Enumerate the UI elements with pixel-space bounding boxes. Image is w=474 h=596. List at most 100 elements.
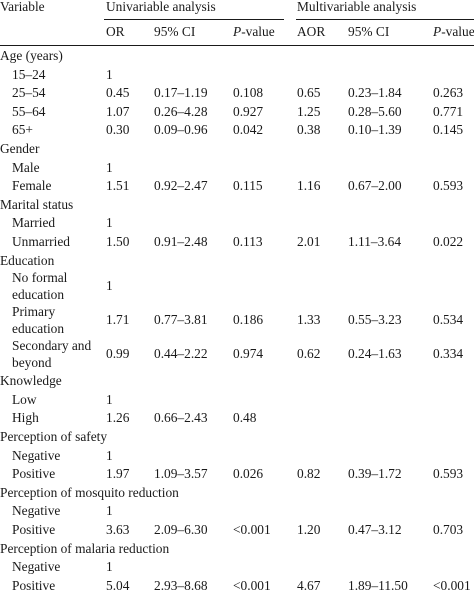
p-value-cell: 0.927 bbox=[233, 103, 264, 119]
aor-cell: 1.20 bbox=[297, 522, 321, 537]
or-cell: 1.97 bbox=[106, 466, 130, 482]
row-label: Primary education bbox=[12, 304, 65, 337]
header-bottom-rule bbox=[0, 45, 474, 46]
group-header-row: Gender bbox=[0, 139, 474, 159]
row-label: No formal education bbox=[12, 270, 68, 303]
p-value-cell: 0.186 bbox=[233, 312, 264, 328]
aor-cell: 0.82 bbox=[297, 466, 321, 482]
adjusted-ci-cell: 0.67–2.00 bbox=[348, 178, 402, 194]
table-row: No formal education 1 bbox=[0, 269, 474, 303]
multivariable-underline bbox=[296, 19, 474, 20]
p-value-header-univariable: P-value bbox=[233, 24, 275, 39]
table-row: Positive 3.63 2.09–6.30 <0.001 1.20 0.47–3.12… bbox=[0, 520, 474, 540]
row-label: Positive bbox=[12, 522, 56, 537]
row-label: Negative bbox=[12, 503, 61, 519]
adjusted-ci-cell: 1.11–3.64 bbox=[348, 234, 402, 249]
ci-cell: 0.66–2.43 bbox=[154, 410, 208, 426]
variable-header: Variable bbox=[0, 0, 45, 14]
table-row: Negative 1 bbox=[0, 557, 474, 577]
row-label: Female bbox=[12, 178, 52, 194]
aor-header: AOR bbox=[297, 24, 326, 39]
table-row: Positive 1.97 1.09–3.57 0.026 0.82 0.39–1.72 0… bbox=[0, 464, 474, 484]
header-row-1: Variable Univariable analysis Multivaria… bbox=[0, 0, 474, 17]
aor-cell: 0.62 bbox=[297, 346, 321, 362]
row-label: High bbox=[12, 410, 39, 426]
table-row: Male 1 bbox=[0, 158, 474, 178]
ci-cell: 2.93–8.68 bbox=[154, 577, 208, 593]
adjusted-ci-cell: 0.10–1.39 bbox=[348, 122, 402, 138]
row-label: 65+ bbox=[12, 122, 33, 138]
group-label: Gender bbox=[0, 141, 40, 156]
row-label: Low bbox=[12, 391, 37, 407]
group-label: Knowledge bbox=[0, 373, 62, 389]
aor-cell: 1.25 bbox=[297, 103, 321, 119]
p-value-cell: <0.001 bbox=[233, 522, 271, 537]
group-header-row: Marital status bbox=[0, 195, 474, 215]
ci-cell: 0.09–0.96 bbox=[154, 122, 208, 138]
adjusted-p-value-cell: 0.022 bbox=[433, 234, 464, 249]
aor-cell: 4.67 bbox=[297, 577, 321, 593]
adjusted-p-value-cell: 0.771 bbox=[433, 103, 464, 119]
adjusted-ci-cell: 0.28–5.60 bbox=[348, 103, 402, 119]
adjusted-p-value-cell: 0.334 bbox=[433, 346, 464, 362]
adjusted-p-value-cell: 0.534 bbox=[433, 312, 464, 328]
group-header-row: Perception of safety bbox=[0, 427, 474, 447]
table-row: Unmarried 1.50 0.91–2.48 0.113 2.01 1.11–3.64… bbox=[0, 232, 474, 252]
group-label: Perception of safety bbox=[0, 429, 108, 444]
or-cell: 1 bbox=[106, 66, 113, 82]
table-row: Primary education 1.71 0.77–3.81 0.186 1.33 0… bbox=[0, 303, 474, 337]
p-value-cell: <0.001 bbox=[233, 577, 271, 593]
row-label: Positive bbox=[12, 577, 56, 593]
group-label: Perception of malaria reduction bbox=[0, 540, 170, 556]
or-cell: 0.30 bbox=[106, 122, 130, 138]
table-row: Secondary and beyond 0.99 0.44–2.22 0.974 0.… bbox=[0, 337, 474, 371]
p-value-cell: 0.974 bbox=[233, 346, 264, 362]
row-label: Negative bbox=[12, 447, 61, 463]
univariable-header: Univariable analysis bbox=[106, 0, 216, 14]
adjusted-p-value-cell: 0.703 bbox=[433, 522, 464, 537]
ci-cell: 0.77–3.81 bbox=[154, 312, 208, 328]
ci-header-multivariable: 95% CI bbox=[348, 24, 390, 39]
ci-cell: 0.91–2.48 bbox=[154, 234, 208, 249]
aor-cell: 0.65 bbox=[297, 85, 321, 101]
or-cell: 1.50 bbox=[106, 234, 130, 249]
group-label: Age (years) bbox=[0, 48, 63, 63]
or-cell: 1 bbox=[106, 559, 113, 575]
row-label: Married bbox=[12, 215, 56, 231]
or-cell: 1 bbox=[106, 278, 113, 294]
group-header-row: Age (years) bbox=[0, 46, 474, 66]
table-row: Positive 5.04 2.93–8.68 <0.001 4.67 1.89–11.5… bbox=[0, 576, 474, 596]
or-cell: 1.07 bbox=[106, 103, 130, 119]
ci-cell: 1.09–3.57 bbox=[154, 466, 208, 482]
p-value-cell: 0.115 bbox=[233, 178, 263, 194]
aor-cell: 1.16 bbox=[297, 178, 321, 194]
ci-cell: 0.92–2.47 bbox=[154, 178, 208, 194]
or-header: OR bbox=[106, 24, 125, 39]
p-value-cell: 0.026 bbox=[233, 466, 264, 482]
row-label: Male bbox=[12, 159, 40, 175]
or-cell: 1.26 bbox=[106, 410, 130, 426]
p-value-cell: 0.108 bbox=[233, 85, 264, 101]
group-header-row: Perception of malaria reduction bbox=[0, 539, 474, 559]
adjusted-p-value-cell: 0.263 bbox=[433, 85, 464, 101]
table-row: 15–24 1 bbox=[0, 65, 474, 85]
header-row-2: OR 95% CI P-value AOR 95% CI P-value bbox=[0, 22, 474, 42]
row-label: Negative bbox=[12, 559, 61, 575]
or-cell: 1.51 bbox=[106, 178, 130, 194]
adjusted-p-value-cell: 0.145 bbox=[433, 122, 464, 138]
table-row: Negative 1 bbox=[0, 501, 474, 521]
table-row: 25–54 0.45 0.17–1.19 0.108 0.65 0.23–1.84 0.26… bbox=[0, 83, 474, 103]
table-row: 55–64 1.07 0.26–4.28 0.927 1.25 0.28–5.60 0.77… bbox=[0, 102, 474, 122]
or-cell: 1.71 bbox=[106, 312, 130, 328]
row-label: Positive bbox=[12, 466, 56, 482]
adjusted-ci-cell: 0.24–1.63 bbox=[348, 346, 402, 362]
or-cell: 1 bbox=[106, 391, 113, 407]
row-label: Unmarried bbox=[12, 234, 71, 249]
row-label: 25–54 bbox=[12, 85, 46, 101]
group-header-row: Knowledge bbox=[0, 371, 474, 391]
multivariable-header: Multivariable analysis bbox=[297, 0, 417, 14]
group-header-row: Education bbox=[0, 251, 474, 271]
table-row: 65+ 0.30 0.09–0.96 0.042 0.38 0.10–1.39 0.145 bbox=[0, 120, 474, 140]
group-label: Education bbox=[0, 252, 55, 268]
